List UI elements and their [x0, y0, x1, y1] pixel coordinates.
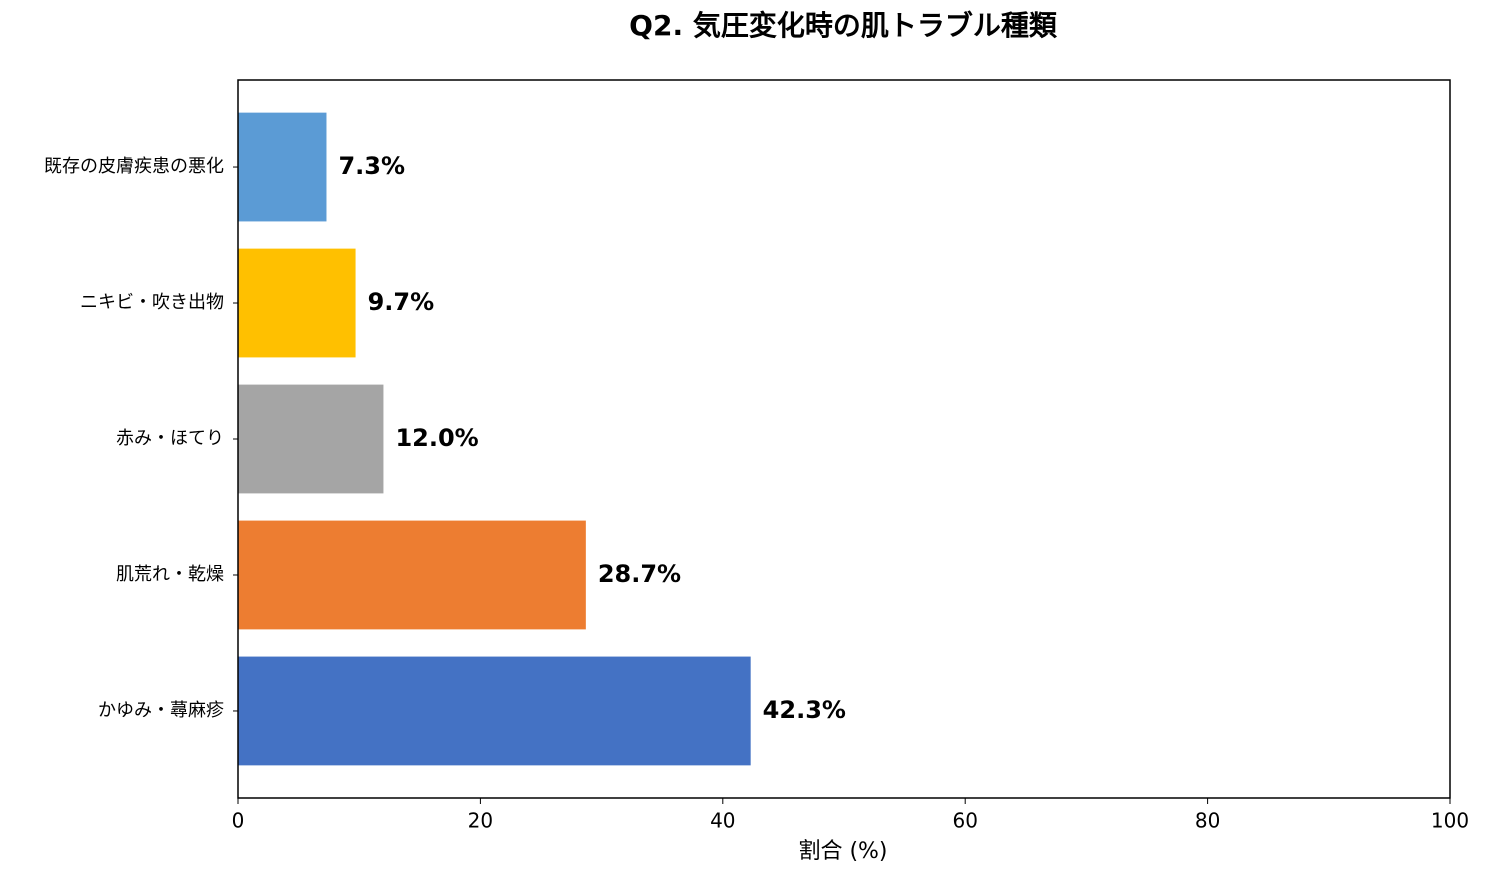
y-tick-label: ニキビ・吹き出物 — [80, 292, 224, 313]
x-tick-label: 40 — [710, 809, 735, 833]
x-tick-label: 0 — [232, 809, 245, 833]
value-label: 28.7% — [598, 560, 681, 588]
bar — [238, 656, 751, 766]
plot-frame — [237, 79, 1451, 799]
x-tick-label: 100 — [1431, 809, 1469, 833]
y-tick-label: 肌荒れ・乾燥 — [116, 564, 224, 585]
value-label: 9.7% — [368, 288, 435, 316]
bar — [238, 384, 384, 494]
bar — [238, 520, 586, 630]
x-tick-label: 20 — [468, 809, 493, 833]
x-axis-label: 割合 (%) — [798, 839, 887, 864]
value-label: 42.3% — [763, 696, 846, 724]
y-tick-label: 既存の皮膚疾患の悪化 — [44, 156, 224, 177]
value-label: 7.3% — [338, 152, 405, 180]
x-tick-label: 80 — [1195, 809, 1220, 833]
y-tick-label: かゆみ・蕁麻疹 — [98, 700, 224, 721]
bar — [238, 112, 327, 222]
y-tick-label: 赤み・ほてり — [116, 428, 224, 449]
chart-title: Q2. 気圧変化時の肌トラブル種類 — [629, 9, 1058, 42]
value-label: 12.0% — [395, 424, 478, 452]
bar — [238, 248, 356, 358]
x-tick-label: 60 — [952, 809, 977, 833]
